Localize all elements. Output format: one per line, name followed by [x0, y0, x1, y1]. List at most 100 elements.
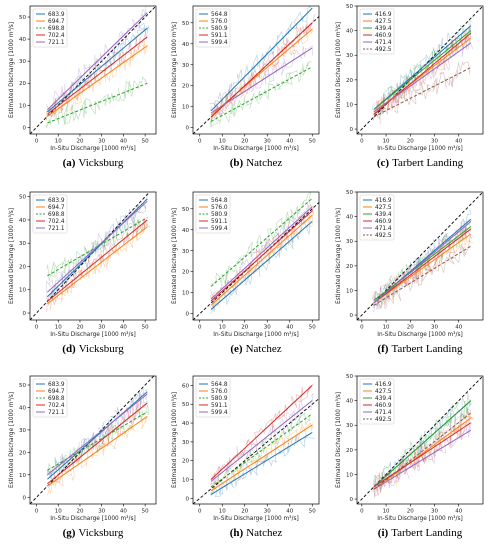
plot-frame — [29, 191, 157, 321]
series-fit-702-4 — [47, 219, 148, 302]
legend-label: 416.9 — [375, 382, 392, 388]
y-tick-label: 10 — [19, 103, 26, 109]
caption-letter: (i) — [378, 527, 389, 539]
caption-site: Tarbert Landing — [392, 157, 464, 169]
y-tick-label: 10 — [346, 102, 353, 108]
plot-frame — [356, 5, 484, 135]
panel-g: 0 10 20 30 40 50 0 10 20 30 40 50 In-Situ Discharge … — [8, 375, 157, 522]
y-tick-label: 0 — [186, 126, 190, 132]
legend-label: 721.1 — [48, 40, 65, 46]
series-trace-576-0 — [210, 206, 314, 313]
legend-box — [359, 378, 395, 425]
y-tick-label: 50 — [346, 374, 353, 380]
x-axis-label: In-Situ Discharge [1000 m³/s] — [50, 331, 136, 338]
y-tick-label: 20 — [182, 84, 189, 90]
x-axis-label: In-Situ Discharge [1000 m³/s] — [50, 515, 136, 522]
caption-letter: (d) — [62, 343, 76, 355]
caption-letter: (e) — [230, 343, 243, 355]
legend-box — [359, 8, 395, 55]
x-tick-label: 20 — [407, 509, 414, 515]
plot-frame — [192, 375, 320, 505]
series-fit-591-1 — [210, 385, 313, 480]
y-tick-label: 0 — [350, 497, 354, 503]
legend-label: 460.9 — [375, 33, 392, 39]
y-tick-label: 30 — [19, 59, 26, 65]
legend-label: 439.4 — [375, 212, 392, 218]
legend-label: 599.4 — [211, 410, 228, 416]
series-fit-439-4 — [373, 30, 472, 110]
legend-label: 698.8 — [48, 26, 65, 32]
x-tick-label: 30 — [98, 325, 105, 331]
series-fit-471-4 — [373, 42, 472, 113]
legend-label: 439.4 — [375, 26, 392, 32]
y-tick-label: 60 — [182, 383, 189, 389]
x-tick-label: 50 — [142, 509, 149, 515]
series-fit-683-9 — [47, 198, 148, 298]
series-fit-694-7 — [47, 45, 148, 117]
x-tick-label: 30 — [431, 325, 438, 331]
y-tick-label: 40 — [19, 218, 26, 224]
y-tick-label: 40 — [182, 228, 189, 234]
legend-label: 683.9 — [48, 12, 65, 18]
plot-contents — [193, 383, 319, 504]
x-tick-label: 0 — [198, 509, 202, 515]
series-fit-580-9 — [210, 413, 313, 488]
y-tick-label: 0 — [23, 311, 27, 317]
y-tick-label: 10 — [182, 478, 189, 484]
legend-label: 576.0 — [211, 205, 228, 211]
series-fit-492-5 — [373, 245, 472, 306]
caption-letter: (h) — [230, 527, 244, 539]
legend-label: 564.8 — [211, 198, 228, 204]
legend-label: 702.4 — [48, 219, 65, 225]
legend-label: 416.9 — [375, 198, 392, 204]
legend-label: 694.7 — [48, 19, 65, 25]
series-trace-564-8 — [209, 6, 311, 110]
x-tick-label: 30 — [98, 139, 105, 145]
panel-caption: (g) Vicksburg — [63, 527, 124, 539]
legend-label: 427.5 — [375, 205, 392, 211]
y-tick-label: 0 — [350, 313, 354, 319]
caption-letter: (b) — [230, 157, 244, 169]
x-tick-label: 40 — [286, 139, 293, 145]
y-tick-label: 20 — [19, 450, 26, 456]
plot-frame — [192, 191, 320, 321]
x-tick-label: 20 — [241, 509, 248, 515]
caption-site: Tarbert Landing — [391, 527, 463, 539]
y-tick-label: 30 — [182, 440, 189, 446]
legend-label: 576.0 — [211, 389, 228, 395]
legend-label: 492.5 — [375, 47, 392, 53]
series-fit-721-1 — [47, 12, 148, 111]
legend-label: 492.5 — [375, 233, 392, 239]
series-trace-694-7 — [46, 219, 147, 311]
series-trace-698-8 — [46, 217, 151, 281]
caption-site: Natchez — [246, 527, 282, 539]
x-tick-label: 30 — [431, 509, 438, 515]
legend-label: 591.1 — [211, 219, 228, 225]
x-tick-label: 10 — [55, 325, 62, 331]
series-fit-427-5 — [373, 417, 472, 490]
series-fit-492-5 — [373, 412, 472, 490]
series-fit-591-1 — [210, 210, 313, 302]
x-axis-label: In-Situ Discharge [1000 m³/s] — [213, 515, 299, 522]
caption-letter: (g) — [63, 527, 76, 539]
y-tick-label: 40 — [19, 405, 26, 411]
legend-label: 471.4 — [375, 410, 392, 416]
plot-contents — [357, 376, 483, 504]
x-tick-label: 0 — [35, 509, 39, 515]
y-tick-label: 10 — [346, 288, 353, 294]
y-tick-label: 50 — [346, 4, 353, 10]
y-tick-label: 10 — [19, 473, 26, 479]
series-trace-599-4 — [210, 202, 313, 304]
y-tick-label: 30 — [182, 63, 189, 69]
y-tick-label: 30 — [346, 239, 353, 245]
series-trace-492-5 — [372, 60, 471, 125]
plot-contents — [357, 192, 483, 320]
series-trace-698-8 — [45, 76, 147, 129]
series-trace-460-9 — [373, 415, 474, 498]
series-trace-694-7 — [45, 38, 148, 122]
x-tick-label: 50 — [142, 139, 149, 145]
series-fit-564-8 — [210, 220, 313, 310]
panel-c: 0 10 20 30 40 0 10 20 30 40 50 In-Situ Discharge [1… — [335, 4, 484, 152]
plot-frame — [356, 191, 484, 321]
